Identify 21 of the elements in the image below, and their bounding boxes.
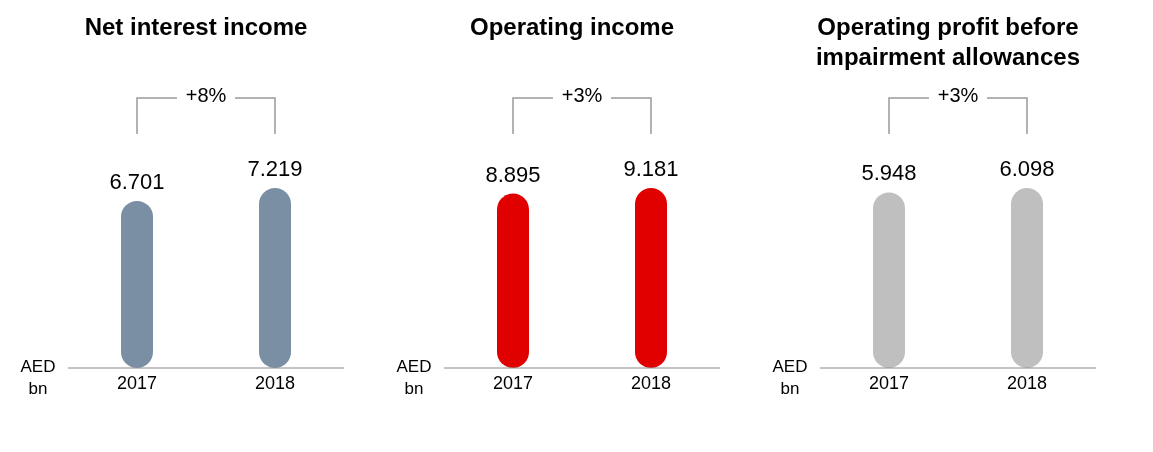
x-tick-label: 2018 [630, 372, 672, 393]
chart-title: Operating income [469, 13, 675, 40]
data-label: 8.895 [485, 161, 541, 187]
x-tick-label: 2018 [1006, 372, 1048, 393]
text: +3% [936, 84, 980, 107]
chart-title: Operating profit before impairment allowances [815, 13, 1081, 70]
data-label: 6.098 [999, 156, 1055, 181]
data-label: 6.701 [109, 168, 165, 194]
data-label: 7.219 [247, 156, 303, 181]
text: +8% [184, 84, 228, 107]
chart-title: Net interest income [84, 13, 308, 40]
data-label: 9.181 [623, 156, 679, 181]
data-label: 5.948 [861, 160, 917, 186]
x-tick-label: 2017 [492, 372, 534, 393]
x-tick-label: 2017 [868, 372, 910, 393]
y-axis-title: AED bn [395, 356, 433, 400]
y-axis-title: AED bn [19, 356, 57, 400]
y-axis-title: AED bn [771, 356, 809, 400]
x-tick-label: 2018 [254, 372, 296, 393]
x-tick-label: 2017 [116, 372, 158, 393]
text: +3% [560, 84, 604, 107]
